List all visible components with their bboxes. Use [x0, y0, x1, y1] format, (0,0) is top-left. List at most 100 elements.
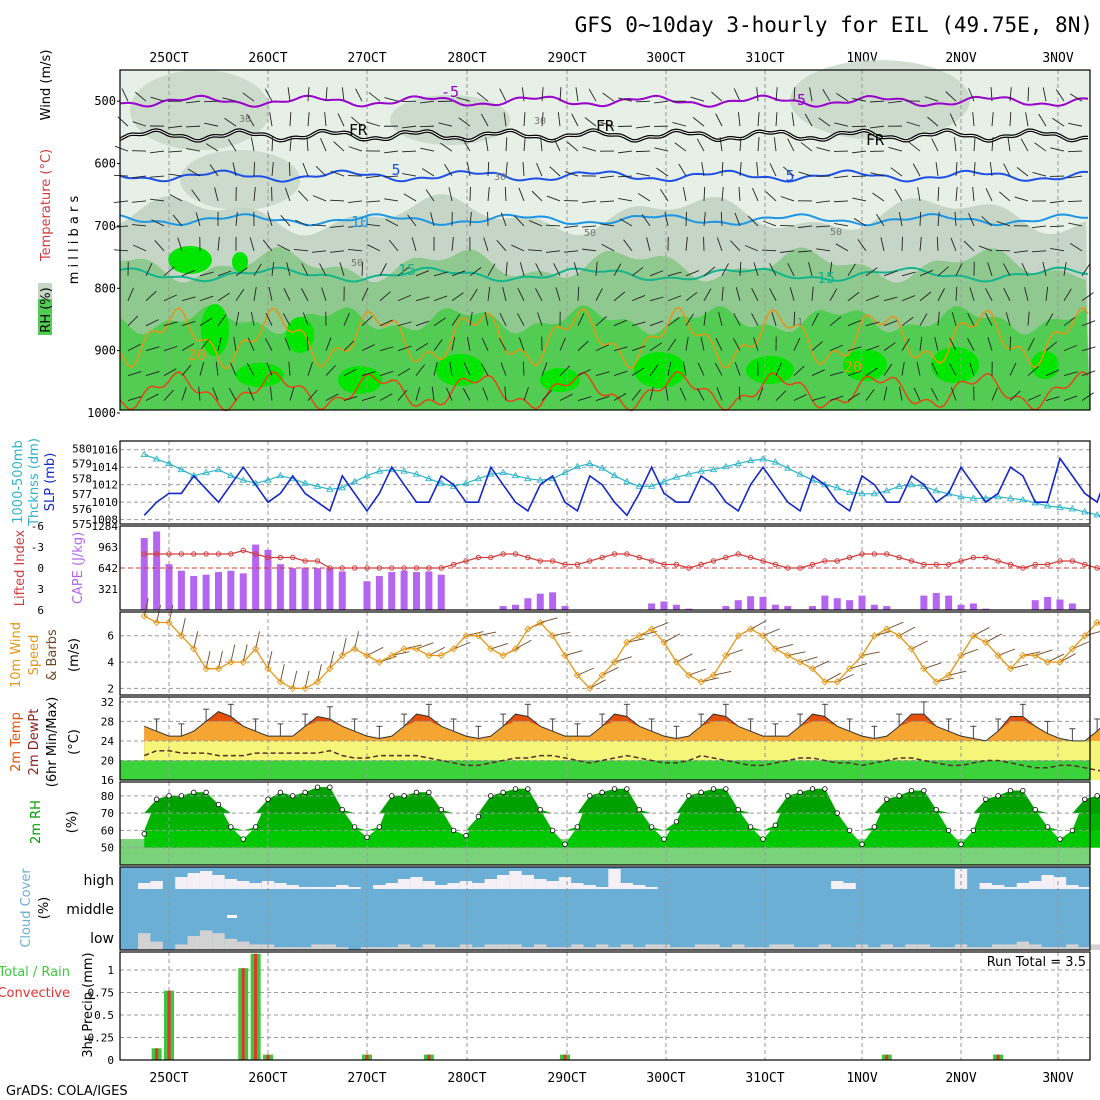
- wind-barb: [613, 291, 626, 302]
- wind-barb: [177, 237, 183, 251]
- precip-convective-bar: [254, 953, 258, 1060]
- wind-barb: [522, 162, 525, 177]
- wind-barb: [646, 237, 651, 251]
- wind-barb: [771, 312, 777, 326]
- wind-barb: [163, 321, 178, 327]
- wind-barb: [265, 312, 273, 326]
- wind-barb: [1038, 113, 1047, 127]
- panel-border: [119, 69, 1091, 411]
- wind-barb: [949, 113, 957, 127]
- li-point: [549, 558, 556, 564]
- thickness-point: [462, 479, 470, 486]
- wind-barb: [931, 362, 939, 376]
- wind-barb: [246, 363, 255, 376]
- bottom-date-label: 29OCT: [547, 1071, 586, 1086]
- wind-barb: [906, 121, 921, 127]
- wind-barb: [545, 224, 561, 227]
- pressure-tick-label: 700: [94, 219, 116, 233]
- wind-barb: [233, 336, 237, 351]
- rh-point: [574, 824, 581, 830]
- precip-tick-label: 1: [107, 964, 114, 977]
- thickness-point: [140, 450, 149, 458]
- cloud-low-bar: [237, 941, 250, 950]
- wind-barb: [235, 311, 240, 326]
- wind-barb: [800, 142, 813, 152]
- wind-barb: [451, 313, 461, 326]
- upper-panel-labels: RH (%) Temperature (°C) Wind (m/s) m i l…: [38, 50, 82, 335]
- wind-speed-point: [1056, 658, 1064, 666]
- rh-point: [822, 786, 828, 792]
- contour-label: 50: [830, 227, 842, 238]
- wind-barb: [307, 87, 310, 102]
- wind-barb: [719, 137, 723, 152]
- li-point: [846, 554, 853, 561]
- cape-bar: [833, 598, 841, 610]
- wind-barb: [505, 162, 508, 177]
- rh-point: [512, 786, 519, 792]
- wind-barb: [476, 92, 489, 102]
- wind-barb: [769, 263, 777, 277]
- wind-barb: [999, 191, 1011, 202]
- wind-barb: [888, 100, 903, 104]
- wind-barb: [268, 286, 273, 301]
- wind-barb: [798, 250, 813, 253]
- li-point: [302, 558, 308, 564]
- wind-barb: [937, 211, 940, 226]
- wind-barb: [384, 175, 399, 178]
- cloud-high-bar: [1066, 885, 1079, 889]
- precip-convective-bar: [365, 1054, 369, 1060]
- wind-barb: [289, 386, 295, 401]
- wind-barb: [559, 365, 571, 376]
- li-point: [1082, 561, 1088, 568]
- wind-speed-point: [1019, 651, 1027, 660]
- cloud-low-bar: [633, 947, 646, 950]
- slp-tick-label: 1008: [92, 514, 119, 527]
- li-point: [525, 554, 531, 561]
- wind-barb: [343, 312, 350, 326]
- wind-speed-point: [685, 671, 693, 679]
- wind-barb: [384, 97, 399, 102]
- wind-barb: [487, 186, 490, 202]
- wind-barb: [672, 121, 687, 127]
- cloud-high-bar: [212, 875, 225, 889]
- cape-bar: [660, 601, 668, 610]
- wind-barb: [150, 198, 165, 202]
- rh-point: [339, 806, 345, 813]
- wind-barb: [1063, 395, 1078, 401]
- li-point: [772, 561, 779, 568]
- cloud-low-bar: [583, 947, 596, 950]
- wind-barb: [135, 91, 147, 102]
- wind-barb: [829, 395, 844, 401]
- wind-barb: [955, 262, 963, 276]
- cape-bar: [672, 604, 680, 610]
- wind-barb: [1068, 222, 1083, 227]
- wind-barb: [214, 187, 219, 202]
- wind-barb: [185, 125, 201, 128]
- bottom-date-label: 25OCT: [149, 1071, 188, 1086]
- wind-barb: [402, 173, 417, 177]
- wind-barb: [307, 389, 318, 401]
- cape-bar: [499, 606, 507, 610]
- wind-barb: [1042, 262, 1047, 276]
- cloud-low-bar: [534, 944, 547, 950]
- wind-barb: [271, 261, 275, 276]
- wind-barb: [1027, 311, 1030, 326]
- wind-barb: [682, 361, 687, 376]
- wind-barb: [511, 244, 525, 252]
- cloud-high-bar: [397, 879, 411, 889]
- wind-barb: [253, 286, 257, 301]
- li-point: [438, 565, 444, 571]
- wind-barb: [205, 143, 219, 152]
- rh2m-label: 2m RH: [29, 800, 44, 844]
- cape-bar: [858, 595, 866, 610]
- wind-barb: [485, 137, 489, 152]
- wind-barb: [212, 387, 219, 401]
- li-point: [747, 554, 754, 561]
- wind-barb: [199, 339, 210, 351]
- wind-barb: [985, 288, 993, 301]
- wind-barb-10m: [688, 668, 706, 676]
- cape-bar: [945, 595, 953, 610]
- wind-barb-10m: [762, 628, 780, 637]
- wind-barb: [876, 213, 885, 227]
- wind-barb: [575, 87, 579, 102]
